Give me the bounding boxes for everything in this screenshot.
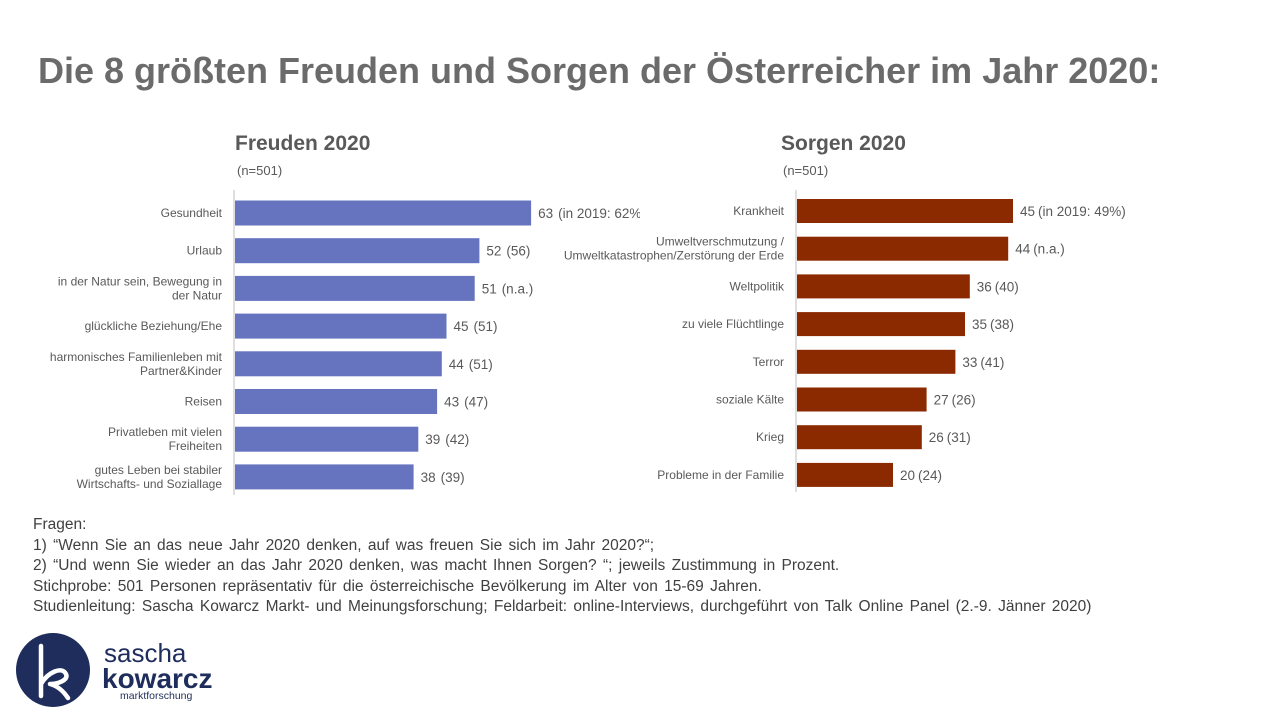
freuden-annotation-label: (56): [506, 244, 530, 259]
sorgen-value-label: 26: [929, 430, 944, 445]
company-logo: sascha kowarcz marktforschung: [16, 633, 213, 707]
logo-text-marktforschung: marktforschung: [120, 690, 193, 702]
note-line: 1) “Wenn Sie an das neue Jahr 2020 denke…: [33, 536, 655, 554]
freuden-category-label: harmonisches Familienleben mit Partner&Ki…: [50, 350, 223, 378]
sorgen-bar: [797, 274, 970, 299]
sorgen-category-label: soziale Kälte: [716, 393, 784, 407]
sorgen-bar: [797, 236, 1009, 261]
freuden-annotation-label: (51): [469, 357, 493, 372]
freuden-annotation-label: (in 2019: 62% ): [558, 206, 640, 221]
sorgen-annotation-label: (in 2019: 49%): [1038, 204, 1126, 219]
freuden-category-label: gutes Leben bei stabiler Wirtschafts- und…: [77, 463, 223, 491]
freuden-category-label: glückliche Beziehung/Ehe: [85, 319, 223, 333]
sorgen-category-label: Umweltverschmutzung / Umweltkatastrophen/…: [564, 235, 785, 263]
note-line: 2) “Und wenn Sie wieder an das Jahr 2020…: [33, 557, 840, 574]
sorgen-annotation-label: (n.a.): [1033, 242, 1065, 257]
sorgen-value-label: 27: [934, 393, 949, 408]
freuden-value-label: 39: [425, 432, 440, 447]
sorgen-category-label: Weltpolitik: [730, 279, 785, 293]
sorgen-bar: [797, 349, 956, 374]
freuden-category-label: Gesundheit: [161, 206, 223, 220]
sorgen-chart: Sorgen 2020 (n=501) 45 (in 2019: 49%) Krankh…: [564, 132, 1126, 492]
sorgen-bar: [797, 387, 927, 412]
freuden-value-label: 63: [538, 206, 553, 221]
freuden-category-label: Reisen: [185, 395, 222, 409]
freuden-annotation-label: (42): [445, 432, 469, 447]
sorgen-chart-subtitle: (n=501): [783, 163, 828, 178]
sorgen-annotation-label: (24): [918, 468, 942, 483]
sorgen-category-label: Terror: [753, 355, 784, 369]
freuden-annotation-label: (47): [464, 395, 488, 410]
sorgen-value-label: 35: [972, 317, 987, 332]
freuden-value-label: 38: [421, 470, 436, 485]
sorgen-bar: [797, 462, 893, 487]
freuden-value-label: 44: [449, 357, 465, 372]
sorgen-value-label: 36: [977, 279, 992, 294]
freuden-value-label: 52: [486, 244, 501, 259]
freuden-annotation-label: (51): [474, 319, 498, 334]
freuden-category-label: Urlaub: [187, 244, 223, 258]
freuden-bar: [235, 464, 414, 490]
freuden-bar: [235, 200, 532, 226]
sorgen-bar: [797, 425, 922, 450]
freuden-annotation-label: (n.a.): [502, 281, 534, 296]
freuden-chart: Freuden 2020 (n=501) 63 (in 2019: 62% ) Gesu…: [50, 132, 640, 495]
freuden-bar: [235, 238, 480, 264]
freuden-chart-subtitle: (n=501): [237, 163, 282, 178]
logo-text-sascha: sascha: [104, 638, 187, 668]
freuden-bar: [235, 351, 442, 377]
freuden-bar: [235, 275, 475, 301]
sorgen-category-label: Probleme in der Familie: [657, 468, 784, 482]
logo-k-glyph: [38, 643, 71, 701]
sorgen-value-label: 45: [1020, 204, 1035, 219]
logo-text-kowarcz: kowarcz: [102, 663, 213, 694]
freuden-annotation-label: (39): [441, 470, 465, 485]
sorgen-annotation-label: (31): [947, 430, 971, 445]
freuden-value-label: 43: [444, 395, 459, 410]
page-title: Die 8 größten Freuden und Sorgen der Öst…: [38, 50, 1161, 91]
freuden-value-label: 45: [454, 319, 469, 334]
freuden-value-label: 51: [482, 281, 497, 296]
sorgen-annotation-label: (26): [952, 393, 976, 408]
freuden-bar: [235, 389, 438, 414]
freuden-bar: [235, 313, 447, 339]
sorgen-bar: [797, 312, 965, 337]
sorgen-annotation-label: (38): [990, 317, 1014, 332]
sorgen-category-label: Krieg: [756, 430, 784, 444]
footnotes: Fragen: 1) “Wenn Sie an das neue Jahr 20…: [33, 515, 1253, 618]
note-line: Studienleitung: Sascha Kowarcz Markt- un…: [33, 598, 1092, 615]
sorgen-category-label: Krankheit: [733, 204, 784, 218]
sorgen-bar: [797, 199, 1013, 223]
sorgen-annotation-label: (41): [980, 355, 1004, 370]
freuden-chart-title: Freuden 2020: [235, 132, 370, 155]
sorgen-value-label: 33: [962, 355, 977, 370]
sorgen-value-label: 44: [1015, 242, 1031, 257]
note-line: Fragen:: [33, 516, 87, 533]
freuden-category-label: Privatleben mit vielen Freiheiten: [108, 425, 222, 453]
freuden-bar: [235, 426, 419, 452]
freuden-category-label: in der Natur sein, Bewegung in der Natur: [58, 274, 222, 302]
sorgen-value-label: 20: [900, 468, 915, 483]
note-line: Stichprobe: 501 Personen repräsentativ f…: [33, 577, 762, 595]
sorgen-annotation-label: (40): [995, 279, 1019, 294]
sorgen-chart-title: Sorgen 2020: [781, 132, 906, 155]
sorgen-category-label: zu viele Flüchtlinge: [682, 317, 784, 331]
